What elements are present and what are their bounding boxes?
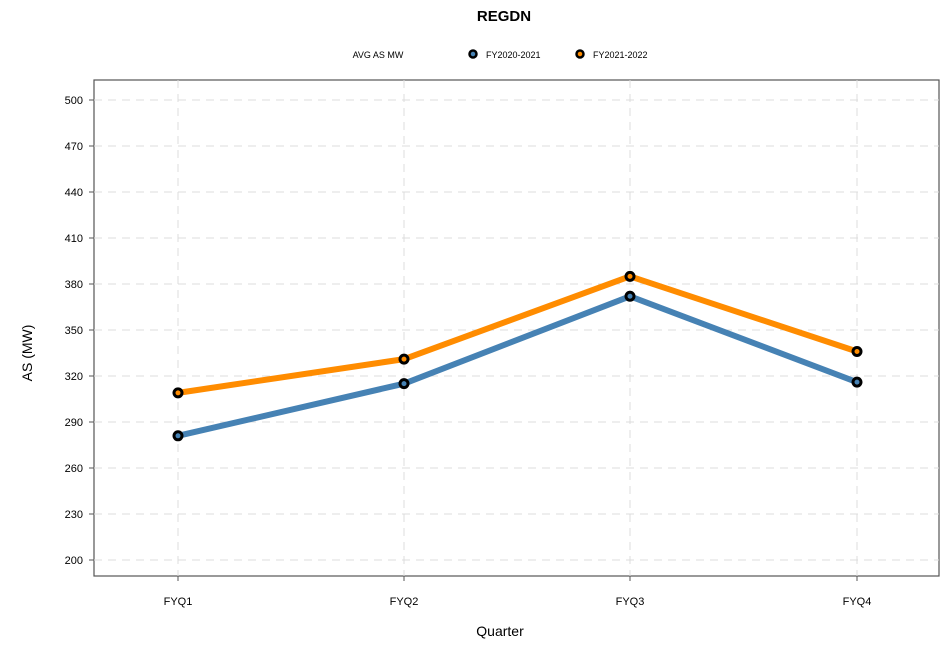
data-point xyxy=(624,290,636,302)
y-tick-label: 200 xyxy=(65,555,83,567)
x-axis: FYQ1 FYQ2 FYQ3 FYQ4 xyxy=(164,576,872,608)
y-tick-label: 260 xyxy=(65,463,83,475)
y-tick-label: 470 xyxy=(65,141,83,153)
y-tick-label: 440 xyxy=(65,187,83,199)
data-point xyxy=(851,345,863,357)
x-tick-label: FYQ4 xyxy=(843,596,872,608)
grid xyxy=(94,80,939,576)
y-tick-label: 290 xyxy=(65,417,83,429)
series-group xyxy=(172,270,863,442)
legend-marker xyxy=(575,49,585,59)
legend-label: FY2020-2021 xyxy=(486,50,541,60)
y-tick-label: 410 xyxy=(65,233,83,245)
series-line-1 xyxy=(175,293,860,439)
y-tick-label: 350 xyxy=(65,325,83,337)
y-tick-label: 380 xyxy=(65,279,83,291)
data-point xyxy=(624,270,636,282)
y-axis: 200 230 260 290 320 350 380 410 440 470 500 xyxy=(65,95,94,567)
series-line-2 xyxy=(175,273,860,396)
x-axis-title: Quarter xyxy=(476,623,524,639)
y-tick-label: 230 xyxy=(65,509,83,521)
data-point xyxy=(851,376,863,388)
y-tick-label: 320 xyxy=(65,371,83,383)
data-point xyxy=(398,353,410,365)
data-point xyxy=(172,430,184,442)
x-tick-label: FYQ2 xyxy=(390,596,419,608)
y-tick-label: 500 xyxy=(65,95,83,107)
data-point xyxy=(172,387,184,399)
x-tick-label: FYQ1 xyxy=(164,596,193,608)
legend-marker xyxy=(468,49,478,59)
plot-frame xyxy=(93,79,940,577)
legend: AVG AS MW FY2020-2021 FY2021-2022 xyxy=(353,49,648,60)
legend-title: AVG AS MW xyxy=(353,50,404,60)
y-axis-title: AS (MW) xyxy=(19,325,35,382)
chart-title: REGDN xyxy=(477,8,531,25)
data-point xyxy=(398,378,410,390)
x-tick-label: FYQ3 xyxy=(616,596,645,608)
legend-label: FY2021-2022 xyxy=(593,50,648,60)
